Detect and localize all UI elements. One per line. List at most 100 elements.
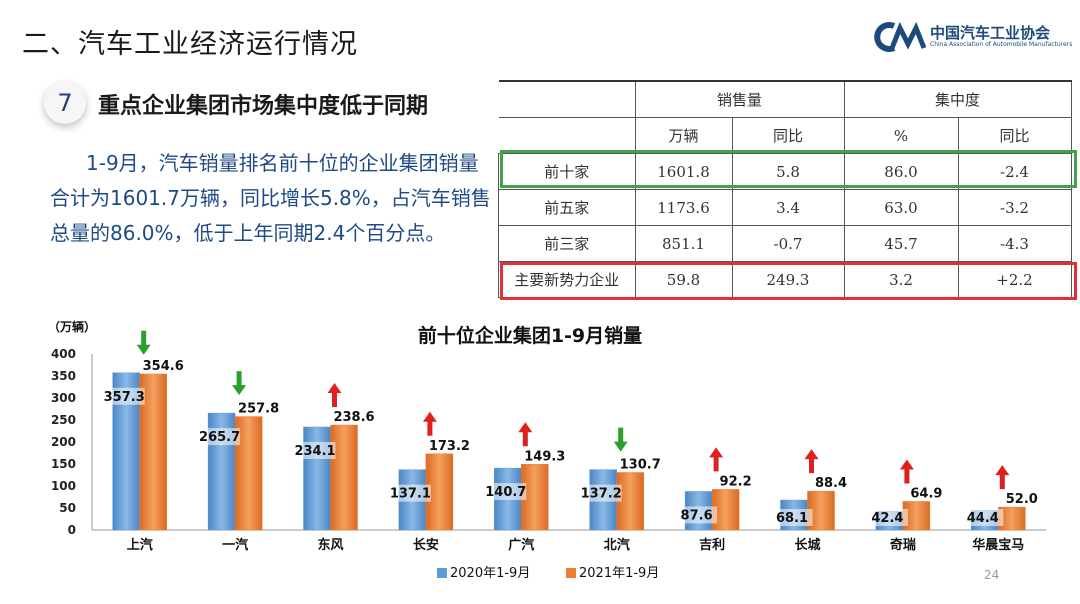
data-label-2021: 257.8 (238, 402, 279, 417)
section-heading: 重点企业集团市场集中度低于同期 (98, 94, 429, 119)
data-label-2020: 87.6 (681, 508, 713, 523)
table-cell: -3.2 (957, 189, 1072, 226)
table-cell: 前五家 (498, 189, 636, 226)
y-tick-label: 300 (51, 391, 76, 405)
arrow-up-icon (327, 383, 342, 408)
chart-title: 前十位企业集团1-9月销量 (418, 324, 642, 347)
summary-paragraph: 1-9月，汽车销量排名前十位的企业集团销量合计为1601.7万辆，同比增长5.8… (50, 151, 491, 245)
table-cell: -0.7 (731, 225, 845, 262)
data-label-2021: 354.6 (143, 359, 184, 374)
data-label-2021: 52.0 (1006, 492, 1038, 507)
arrow-down-icon (232, 371, 247, 396)
arrow-up-icon (804, 449, 819, 474)
legend-swatch-2020 (437, 568, 447, 578)
data-label-2020: 42.4 (871, 511, 903, 526)
y-tick-label: 350 (51, 369, 76, 383)
arrow-down-icon (136, 330, 151, 355)
logo-text-cn: 中国汽车工业协会 (930, 24, 1051, 42)
table-cell: 851.1 (634, 225, 733, 262)
table-cell: 3.4 (731, 189, 845, 226)
data-label-bg (196, 428, 241, 446)
table-corner (498, 117, 636, 154)
data-label-2021: 88.4 (815, 476, 847, 491)
table-sub-header: 同比 (731, 117, 845, 154)
table-group-header: 销售量 (634, 80, 845, 118)
arrow-up-icon (518, 422, 533, 447)
legend-label-2020: 2020年1-9月 (450, 566, 530, 581)
data-label-bg (386, 484, 431, 502)
legend-swatch-2021 (566, 568, 576, 578)
table-sub-header: % (843, 117, 959, 154)
table-cell: 86.0 (843, 153, 959, 190)
page-title: 二、汽车工业经济运行情况 (22, 29, 358, 60)
table-sub-header-row: 万辆 同比 % 同比 (498, 117, 1072, 154)
x-tick-label: 一汽 (222, 537, 248, 553)
x-tick-label: 长城 (794, 537, 820, 553)
data-label-2020: 357.3 (104, 390, 145, 405)
arrow-up-icon (995, 465, 1010, 490)
page-number: 24 (984, 568, 1000, 582)
x-tick-label: 奇瑞 (890, 537, 916, 553)
arrow-down-icon (613, 427, 628, 452)
y-tick-label: 150 (51, 457, 76, 471)
data-label-2020: 68.1 (776, 511, 808, 526)
table-cell: -4.3 (957, 225, 1072, 262)
table-cell: 45.7 (843, 225, 959, 262)
data-label-2021: 173.2 (429, 439, 470, 454)
x-tick-label: 上汽 (127, 537, 153, 553)
data-label-2020: 44.4 (967, 511, 999, 526)
data-label-2021: 92.2 (720, 474, 752, 489)
table-group-header: 集中度 (843, 80, 1072, 118)
chart-y-axis-label: （万辆） (48, 319, 96, 334)
caam-logo-icon (874, 22, 927, 52)
data-label-bg (100, 387, 145, 405)
data-label-2020: 234.1 (294, 444, 335, 459)
legend-label-2021: 2021年1-9月 (579, 566, 659, 581)
section-number-badge: 7 (44, 82, 86, 124)
table-cell: 63.0 (843, 189, 959, 226)
data-label-bg (959, 509, 1004, 526)
y-tick-label: 400 (51, 347, 76, 361)
sales-bar-chart: 前十位企业集团1-9月销量 （万辆） 0 50 100 150 200 250 300 350… (48, 319, 1046, 581)
concentration-table: 销售量 集中度 万辆 同比 % 同比 前十家 1601.8 5.8 86.0 -… (498, 80, 1072, 298)
bar-2021 (330, 424, 358, 531)
data-label-bg (482, 483, 527, 501)
y-tick-label: 0 (68, 523, 76, 537)
table-cell: 前十家 (498, 153, 636, 190)
x-tick-label: 北汽 (604, 537, 630, 553)
x-tick-label: 广汽 (508, 537, 534, 553)
highlight-new-forces-row (500, 262, 1077, 300)
data-label-2020: 140.7 (485, 485, 526, 500)
data-label-bg (291, 441, 336, 459)
table-cell: 前三家 (498, 225, 636, 262)
x-tick-label: 华晨宝马 (972, 537, 1024, 553)
highlight-top10-row (500, 150, 1077, 188)
data-label-2021: 130.7 (620, 457, 661, 472)
data-label-2021: 238.6 (333, 410, 374, 425)
data-label-2020: 137.1 (390, 487, 431, 502)
table-cell: 1173.6 (634, 189, 733, 226)
logo-text-en: China Association of Automobile Manufact… (930, 41, 1073, 48)
table-group-header-row: 销售量 集中度 (498, 80, 1072, 118)
arrow-up-icon (422, 411, 437, 436)
data-label-bg (673, 506, 718, 524)
arrow-up-icon (709, 447, 724, 472)
x-tick-label: 长安 (413, 537, 439, 553)
table-sub-header: 同比 (957, 117, 1072, 154)
table-row: 主要新势力企业 59.8 249.3 3.2 +2.2 (498, 261, 1072, 298)
arrow-up-icon (899, 459, 914, 484)
table-corner (498, 80, 636, 118)
table-cell: 5.8 (731, 153, 845, 190)
x-tick-label: 吉利 (699, 537, 725, 553)
data-label-bg (577, 484, 622, 502)
y-tick-label: 250 (51, 413, 76, 427)
table-cell: -2.4 (957, 153, 1072, 190)
table-sub-header: 万辆 (634, 117, 733, 154)
y-tick-label: 200 (51, 435, 76, 449)
data-label-2021: 64.9 (910, 486, 942, 501)
table-row: 前三家 851.1 -0.7 45.7 -4.3 (498, 225, 1072, 262)
y-tick-label: 100 (51, 479, 76, 493)
y-tick-label: 50 (59, 501, 76, 515)
logo: 中国汽车工业协会 China Association of Automobile… (872, 20, 1072, 54)
table-row: 前五家 1173.6 3.4 63.0 -3.2 (498, 189, 1072, 226)
